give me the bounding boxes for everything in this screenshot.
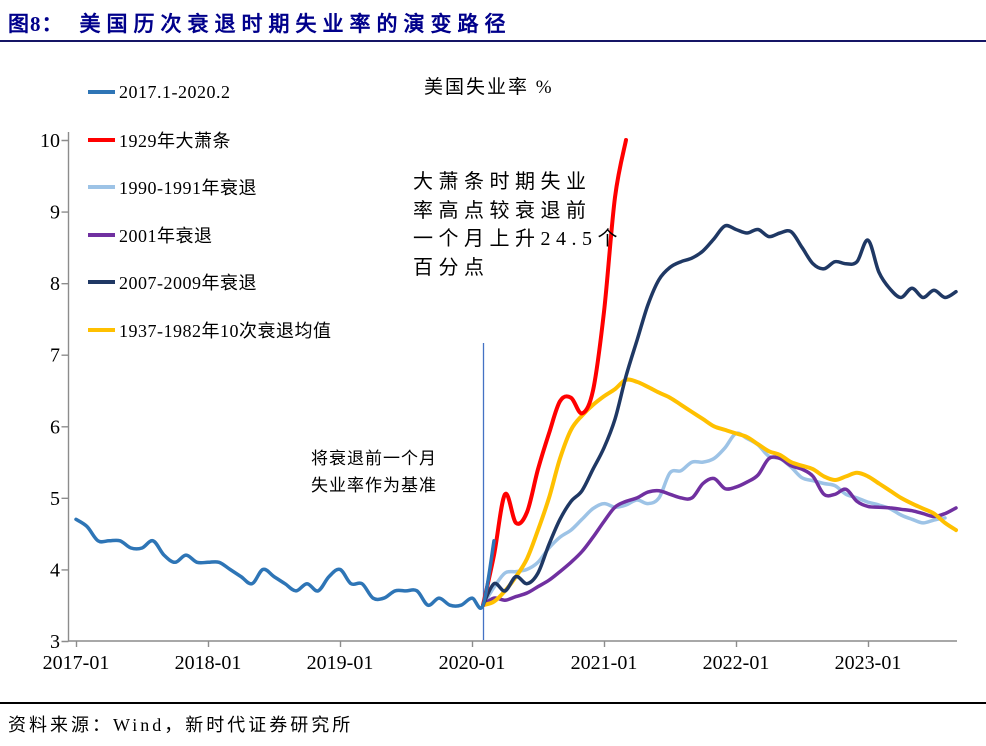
chart-axes: [61, 132, 957, 647]
y-tick-label: 9: [50, 202, 60, 224]
legend-label: 2017.1-2020.2: [119, 81, 231, 102]
series-line-recession-2007-2009: [481, 223, 958, 607]
source-label: 资料来源：: [8, 715, 113, 735]
x-tick-label: 2021-01: [571, 652, 638, 674]
legend-swatch-purple: [88, 232, 115, 237]
y-tick-label: 5: [50, 488, 60, 510]
annotation-depression-rise: 大萧条时期失业 率高点较衰退前 一个月上升24.5个 百分点: [413, 171, 623, 279]
legend-swatch-lightblue: [88, 185, 115, 189]
legend-label: 2007-2009年衰退: [119, 273, 257, 293]
legend-item-2017-2020: 2017.1-2020.2: [88, 82, 332, 102]
source-text: Wind，新时代证券研究所: [113, 715, 354, 735]
x-tick-label: 2020-01: [439, 652, 506, 674]
x-tick-label: 2019-01: [307, 652, 374, 674]
y-tick-label: 8: [50, 273, 60, 295]
source-note: 资料来源：Wind，新时代证券研究所: [8, 711, 353, 737]
series-line-recession-2001: [481, 455, 958, 607]
legend-swatch-red: [88, 137, 115, 142]
chart-title: 美国失业率 %: [424, 77, 554, 98]
y-tick-label: 10: [40, 130, 60, 152]
series-line-recession-1990-1991: [481, 431, 947, 607]
x-tick-label: 2017-01: [43, 652, 110, 674]
annotation-baseline-note: 将衰退前一个月 失业率作为基准: [311, 449, 437, 495]
legend-label: 1929年大萧条: [119, 130, 231, 151]
series-line-unemp-2017-2020: [74, 517, 496, 610]
legend-item-2001: 2001年衰退: [88, 225, 332, 246]
title-divider: [0, 40, 986, 42]
x-tick-label: 2018-01: [175, 652, 242, 674]
x-tick-label: 2022-01: [703, 652, 770, 674]
legend-label: 1990-1991年衰退: [119, 178, 257, 198]
y-tick-label: 6: [50, 416, 60, 438]
legend-item-1990-1991: 1990-1991年衰退: [88, 177, 332, 198]
y-tick-label: 4: [50, 559, 60, 581]
legend-item-1937-1982-avg: 1937-1982年10次衰退均值: [88, 320, 332, 341]
x-tick-label: 2023-01: [835, 652, 902, 674]
y-tick-label: 3: [50, 631, 60, 653]
figure-title-text: 美国历次衰退时期失业率的演变路径: [79, 12, 512, 36]
legend-label: 2001年衰退: [119, 225, 213, 246]
series-line-avg-1937-1982: [481, 377, 958, 608]
legend-swatch-yellow: [88, 327, 115, 332]
legend-item-2007-2009: 2007-2009年衰退: [88, 272, 332, 293]
legend-swatch-navy: [88, 280, 115, 284]
chart-legend: 2017.1-2020.2 1929年大萧条 1990-1991年衰退 2001…: [88, 82, 332, 367]
legend-label: 1937-1982年10次衰退均值: [119, 320, 332, 341]
legend-item-1929-depression: 1929年大萧条: [88, 130, 332, 151]
figure-number: 图8：: [8, 12, 64, 36]
series-line-depression-1929: [481, 138, 628, 608]
figure-title: 图8： 美国历次衰退时期失业率的演变路径: [8, 8, 512, 38]
legend-swatch-blue: [88, 90, 115, 94]
y-tick-label: 7: [50, 345, 60, 367]
footer-divider: [0, 702, 986, 704]
